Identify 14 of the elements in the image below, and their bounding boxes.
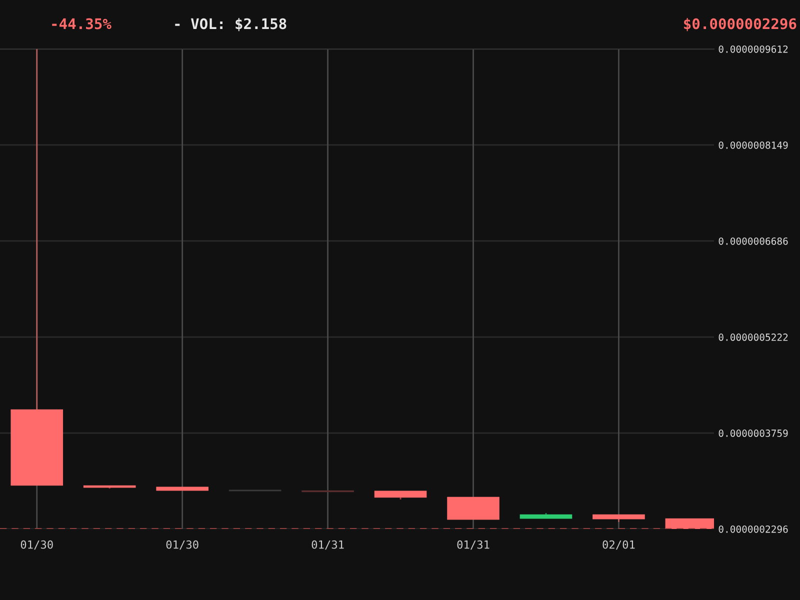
text: -44.35% — [52, 18, 112, 30]
x-tick-label: 01/31 — [312, 540, 344, 550]
text: $0.0000002296 — [684, 18, 796, 32]
y-tick-label: 0.0000003759 — [718, 430, 788, 437]
text: - VOL: $2.158 — [175, 18, 286, 32]
y-tick-label: 0.0000002296 — [718, 526, 788, 533]
y-tick-label: 0.0000008149 — [718, 141, 788, 149]
x-tick-label: 02/01 — [602, 540, 635, 550]
y-tick-label: 0.0000009612 — [718, 46, 788, 53]
x-tick-label: 01/30 — [20, 540, 53, 550]
x-tick-label: 01/31 — [457, 540, 490, 550]
y-tick-label: 0.0000005222 — [718, 334, 788, 341]
x-tick-label: 01/30 — [166, 540, 198, 550]
y-tick-label: 0.0000006686 — [718, 237, 788, 245]
